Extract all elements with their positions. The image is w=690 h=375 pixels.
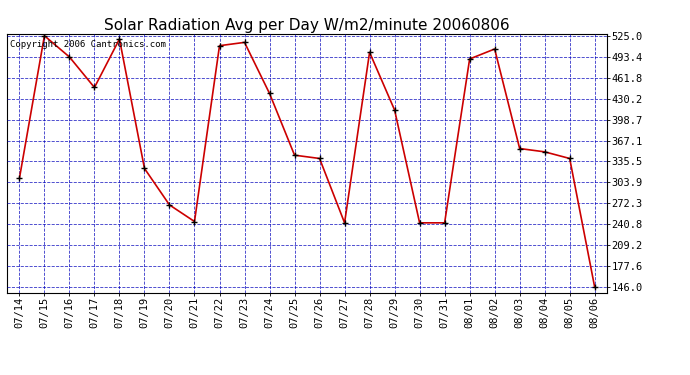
Text: Copyright 2006 Cantronics.com: Copyright 2006 Cantronics.com xyxy=(10,40,166,49)
Title: Solar Radiation Avg per Day W/m2/minute 20060806: Solar Radiation Avg per Day W/m2/minute … xyxy=(104,18,510,33)
